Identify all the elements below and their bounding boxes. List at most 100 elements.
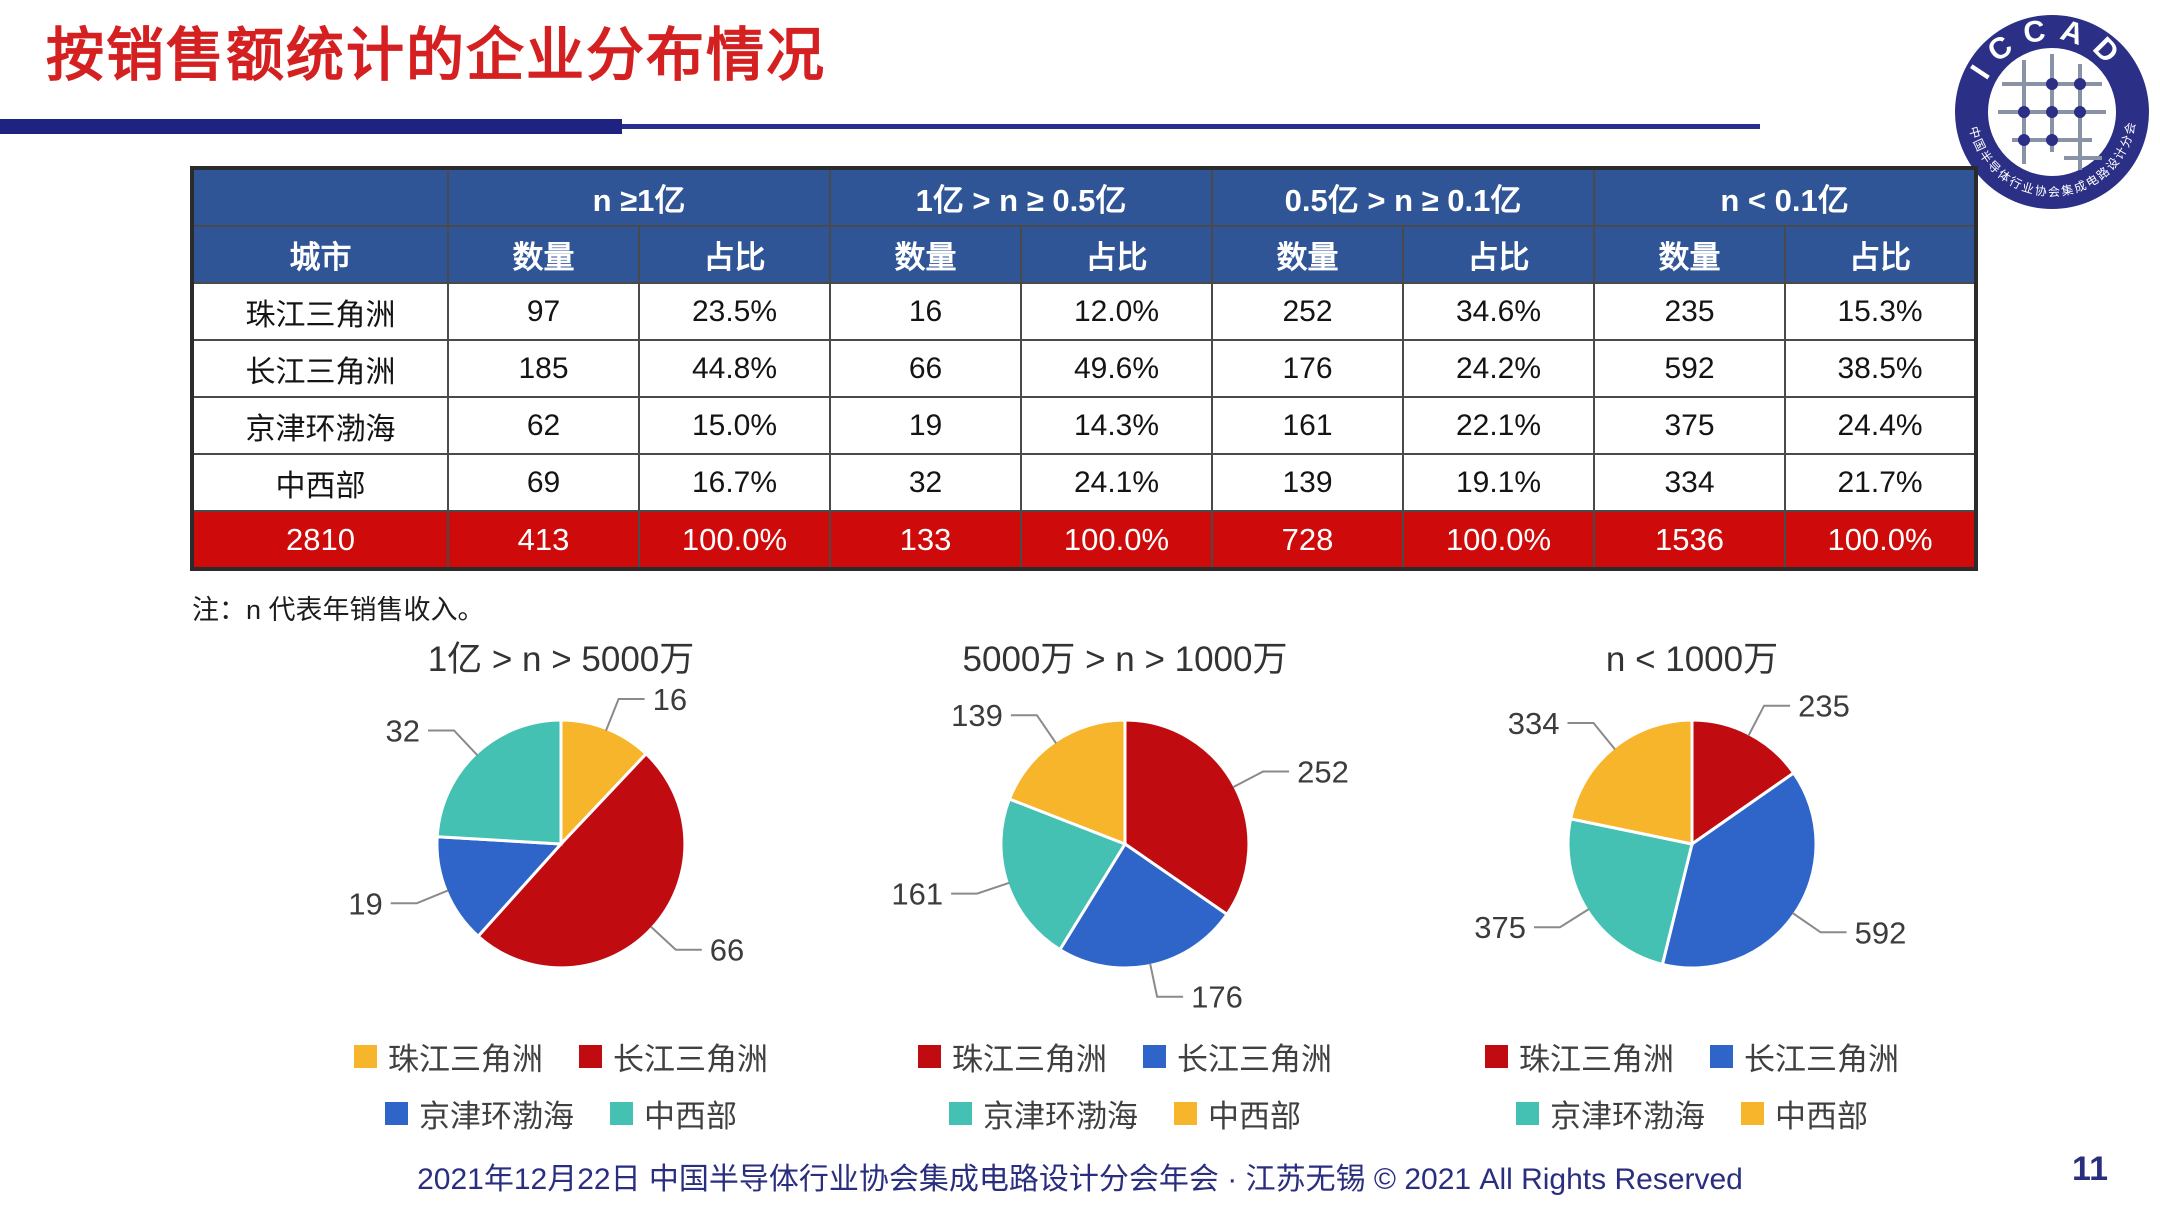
- table-cell: 32: [829, 453, 1022, 512]
- table-cell: 252: [1211, 282, 1404, 341]
- pie-slice-value-label: 161: [891, 877, 943, 912]
- pie-legend-item: 京津环渤海: [1516, 1091, 1705, 1136]
- table-sub-header: 城市: [191, 225, 449, 284]
- pie-legend-item: 长江三角洲: [579, 1034, 768, 1079]
- table-sub-header: 数量: [1593, 225, 1787, 284]
- pie-label-leader-line: [605, 698, 645, 731]
- pie-chart-title: 5000万 > n > 1000万: [962, 640, 1288, 679]
- pie-chart: n < 1000万 235 592 375 334 珠江三角洲 长江三角洲 京津环渤海 中西部: [1412, 636, 1972, 1141]
- pie-slice-value-label: 252: [1297, 755, 1349, 790]
- table-cell: 19.1%: [1401, 453, 1596, 512]
- pie-legend-item: 京津环渤海: [949, 1091, 1138, 1136]
- table-cell: 176: [1211, 339, 1404, 398]
- pie-slice-value-label: 16: [653, 684, 687, 717]
- pie-label-leader-line: [1149, 963, 1184, 998]
- pie-label-leader-line: [1534, 908, 1590, 929]
- table-cell: 69: [447, 453, 640, 512]
- legend-label: 珠江三角洲: [388, 1042, 543, 1077]
- page-number: 11: [2072, 1150, 2108, 1188]
- legend-swatch-icon: [385, 1102, 408, 1125]
- pie-slice-value-label: 32: [386, 714, 420, 749]
- legend-swatch-icon: [1516, 1102, 1539, 1125]
- legend-label: 京津环渤海: [1550, 1099, 1705, 1134]
- legend-label: 京津环渤海: [419, 1099, 574, 1134]
- legend-label: 长江三角洲: [613, 1042, 768, 1077]
- pie-label-leader-line: [1567, 722, 1616, 751]
- table-cell: 24.2%: [1401, 339, 1596, 398]
- pie-legend-item: 中西部: [1174, 1091, 1301, 1136]
- table-row: 珠江三角洲 97 23.5% 16 12.0% 252 34.6% 235 15.3%: [191, 282, 1978, 341]
- pie-slice-value-label: 139: [951, 698, 1003, 733]
- table-sub-header: 占比: [1401, 225, 1596, 284]
- table-row: 长江三角洲 185 44.8% 66 49.6% 176 24.2% 592 38.5%: [191, 339, 1978, 398]
- pie-slice-value-label: 592: [1855, 915, 1907, 950]
- table-total-cell: 100.0%: [1020, 510, 1213, 570]
- table-sub-header: 数量: [1211, 225, 1404, 284]
- pie-legend-row: 珠江三角洲 长江三角洲: [354, 1034, 768, 1079]
- pie-slice-value-label: 334: [1508, 706, 1560, 741]
- table-cell: 334: [1593, 453, 1787, 512]
- pie-svg: 235 592 375 334: [1474, 689, 1907, 970]
- legend-label: 长江三角洲: [1177, 1042, 1332, 1077]
- legend-label: 珠江三角洲: [1519, 1042, 1674, 1077]
- pie-legend-item: 珠江三角洲: [918, 1034, 1107, 1079]
- pie-label-leader-line: [1010, 714, 1057, 744]
- table-group-header: 0.5亿 > n ≥ 0.1亿: [1210, 167, 1596, 227]
- table-sub-header: 占比: [638, 225, 831, 284]
- legend-swatch-icon: [1741, 1102, 1764, 1125]
- legend-label: 长江三角洲: [1744, 1042, 1899, 1077]
- pie-legend: 珠江三角洲 长江三角洲京津环渤海 中西部: [281, 1034, 841, 1136]
- pie-legend-row: 珠江三角洲 长江三角洲: [1485, 1034, 1899, 1079]
- title-underline-thick: [0, 119, 622, 134]
- pie-slice-value-label: 176: [1191, 980, 1243, 1015]
- table-total-cell: 413: [447, 510, 640, 570]
- pie-chart: 1亿 > n > 5000万 16 66 19 32 珠江三角洲 长江三角洲 京津环渤海 中西部: [281, 636, 841, 1141]
- table-cell: 12.0%: [1020, 282, 1213, 341]
- table-cell: 44.8%: [638, 339, 831, 398]
- table-cell: 16.7%: [638, 453, 831, 512]
- pie-legend-row: 京津环渤海 中西部: [949, 1091, 1301, 1136]
- table-group-header: 1亿 > n ≥ 0.5亿: [829, 167, 1213, 227]
- table-cell: 97: [447, 282, 640, 341]
- table-cell: 49.6%: [1020, 339, 1213, 398]
- pie-legend-item: 长江三角洲: [1710, 1034, 1899, 1079]
- legend-label: 中西部: [1208, 1099, 1301, 1134]
- table-body: 珠江三角洲 97 23.5% 16 12.0% 252 34.6% 235 15.3% 长江三角洲…: [191, 282, 1978, 570]
- pie-legend-row: 京津环渤海 中西部: [385, 1091, 737, 1136]
- table-head: n ≥1亿 1亿 > n ≥ 0.5亿 0.5亿 > n ≥ 0.1亿 n < 0.1…: [191, 167, 1978, 284]
- table-cell: 京津环渤海: [191, 396, 449, 455]
- table-row: 京津环渤海 62 15.0% 19 14.3% 161 22.1% 375 24.4%: [191, 396, 1978, 455]
- pie-legend-row: 珠江三角洲 长江三角洲: [918, 1034, 1332, 1079]
- pie-label-leader-line: [428, 729, 479, 756]
- logo-grid-dots: [2018, 78, 2086, 146]
- table-total-cell: 100.0%: [1401, 510, 1596, 570]
- legend-label: 中西部: [1775, 1099, 1868, 1134]
- page-title: 按销售额统计的企业分布情况: [46, 23, 827, 88]
- pie-legend-item: 珠江三角洲: [354, 1034, 543, 1079]
- table-sub-header: 占比: [1020, 225, 1213, 284]
- table-cell: 19: [829, 396, 1022, 455]
- legend-label: 珠江三角洲: [952, 1042, 1107, 1077]
- pie-chart: 5000万 > n > 1000万 252 176 161 139 珠江三角洲 长江三角洲京…: [845, 636, 1405, 1141]
- table-total-cell: 2810: [191, 510, 449, 570]
- legend-label: 中西部: [644, 1099, 737, 1134]
- legend-swatch-icon: [1174, 1102, 1197, 1125]
- pie-legend-item: 中西部: [610, 1091, 737, 1136]
- pie-legend-item: 长江三角洲: [1143, 1034, 1332, 1079]
- pie-label-leader-line: [1232, 770, 1290, 789]
- table-cell: 珠江三角洲: [191, 282, 449, 341]
- legend-swatch-icon: [949, 1102, 972, 1125]
- table-cell: 24.1%: [1020, 453, 1213, 512]
- pie-legend: 珠江三角洲 长江三角洲京津环渤海 中西部: [845, 1034, 1405, 1136]
- table-cell: 15.3%: [1784, 282, 1978, 341]
- table-cell: 62: [447, 396, 640, 455]
- table-cell: 185: [447, 339, 640, 398]
- table-total-cell: 100.0%: [1784, 510, 1978, 570]
- pie-label-leader-line: [1747, 704, 1791, 737]
- table-total-cell: 133: [829, 510, 1022, 570]
- pie-slice: [435, 718, 563, 846]
- legend-swatch-icon: [579, 1045, 602, 1068]
- pie-slice-value-label: 375: [1474, 910, 1526, 945]
